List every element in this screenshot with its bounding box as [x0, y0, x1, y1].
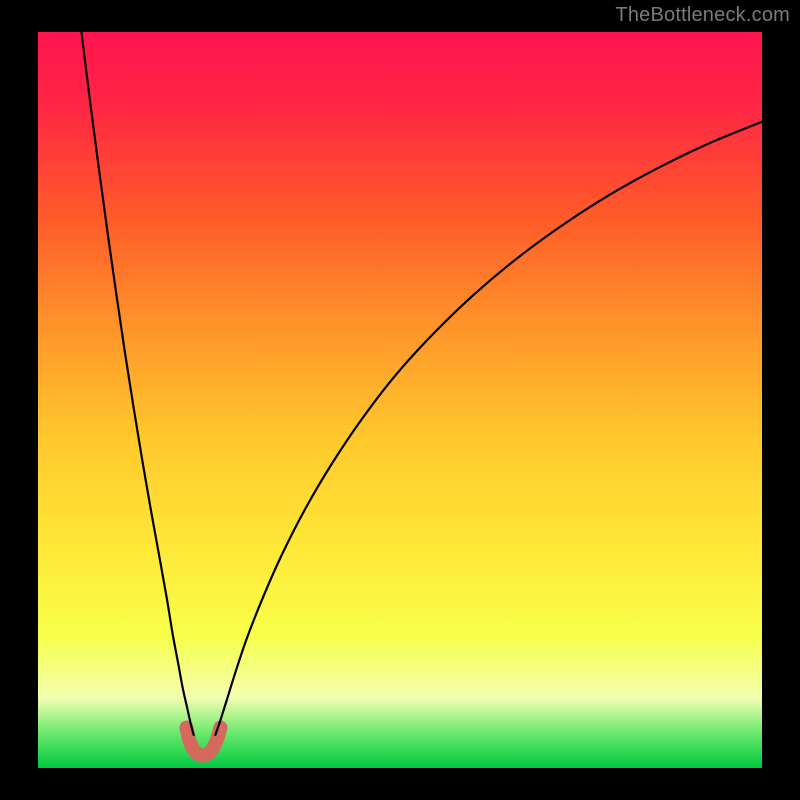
chart-stage: TheBottleneck.com	[0, 0, 800, 800]
watermark-text: TheBottleneck.com	[615, 4, 790, 27]
chart-svg	[0, 0, 800, 800]
gradient-plot-area	[38, 32, 762, 768]
